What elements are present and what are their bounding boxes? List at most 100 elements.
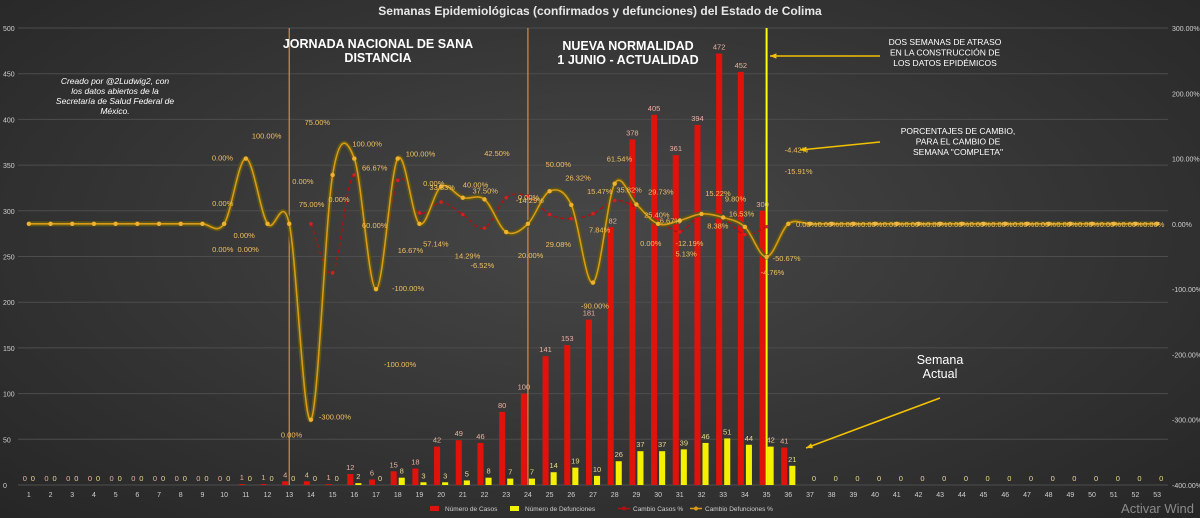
point-cambio-defunciones	[525, 221, 531, 227]
legend-swatch	[510, 506, 519, 511]
x-tick-label: 13	[285, 492, 293, 499]
arrow-semana-actual	[805, 397, 941, 449]
x-tick-label: 41	[893, 492, 901, 499]
point-cambio-casos	[461, 212, 465, 217]
point-cambio-defunciones	[1046, 221, 1051, 227]
point-cambio-casos	[417, 211, 422, 215]
pct-label: 20.00%	[518, 251, 544, 260]
label-defunciones: 42	[766, 436, 774, 445]
x-tick-label: 9	[200, 492, 204, 499]
point-cambio-defunciones	[894, 221, 899, 227]
label-defunciones: 0	[226, 474, 230, 483]
label-defunciones: 0	[31, 474, 35, 483]
point-cambio-casos	[439, 200, 443, 204]
pct-label: 0.00%	[991, 220, 1013, 229]
point-cambio-defunciones	[1133, 221, 1138, 227]
label-casos: 472	[713, 43, 726, 52]
point-cambio-defunciones	[48, 221, 53, 227]
point-cambio-casos	[504, 195, 509, 200]
bar-casos	[347, 474, 354, 485]
pct-label: 16.53%	[729, 210, 755, 219]
pct-label: -300.00%	[319, 413, 351, 422]
x-tick-label: 19	[416, 492, 424, 499]
arrow-atraso-head	[770, 53, 777, 59]
label-defunciones: 3	[443, 471, 447, 480]
point-cambio-defunciones	[373, 286, 379, 292]
label-casos: 46	[476, 432, 484, 441]
label-defunciones: 44	[745, 434, 753, 443]
bar-defunciones	[724, 438, 731, 485]
pct-label: 42.50%	[484, 149, 510, 158]
label-defunciones: 0	[986, 474, 990, 483]
bar-defunciones	[463, 480, 470, 485]
label-casos: 1	[326, 473, 330, 482]
pct-label: 7.84%	[589, 226, 611, 235]
pct-label: 0.00%	[1013, 220, 1035, 229]
pct-label: -4.76%	[761, 268, 785, 277]
point-cambio-defunciones	[764, 254, 769, 260]
pct-label: 40.00%	[463, 181, 489, 190]
bar-casos	[759, 210, 766, 486]
pct-label: 25.40%	[644, 210, 670, 219]
label-defunciones: 0	[74, 474, 78, 483]
bar-casos	[694, 124, 701, 485]
point-cambio-defunciones	[1154, 221, 1160, 227]
bar-casos	[737, 71, 744, 485]
point-cambio-defunciones	[634, 202, 639, 207]
pct-label: 0.00%	[640, 239, 662, 248]
point-cambio-defunciones	[1089, 221, 1095, 227]
y-tick-label: 500	[3, 26, 15, 33]
point-cambio-defunciones	[655, 221, 661, 227]
pct-label: 0.00%	[1035, 220, 1057, 229]
pct-label: 9.80%	[725, 194, 747, 203]
y-tick-label: 400	[3, 117, 15, 124]
bar-casos	[651, 114, 658, 485]
pct-label: 33.33%	[429, 183, 455, 192]
point-cambio-defunciones	[1111, 221, 1116, 227]
point-cambio-defunciones	[265, 221, 270, 227]
label-defunciones: 0	[899, 474, 903, 483]
y-tick-label: 100	[3, 392, 15, 399]
x-tick-label: 48	[1045, 492, 1053, 499]
label-casos: 0	[153, 474, 157, 483]
bar-casos	[585, 319, 592, 485]
bar-casos	[282, 481, 289, 485]
bar-casos	[672, 155, 679, 485]
annotation-porcentajes: PORCENTAJES DE CAMBIO, PARA EL CAMBIO DE S…	[901, 126, 1016, 157]
pct-label: 0.00%	[839, 220, 861, 229]
label-casos: 0	[88, 474, 92, 483]
point-cambio-defunciones	[959, 221, 965, 227]
pct-label: 8.38%	[707, 221, 729, 230]
label-casos: 181	[583, 309, 596, 318]
point-cambio-defunciones	[156, 221, 162, 227]
x-tick-label: 23	[502, 492, 510, 499]
label-casos: 80	[498, 401, 506, 410]
bar-defunciones	[702, 442, 709, 485]
x-tick-label: 50	[1088, 492, 1096, 499]
y-tick-label: 300	[3, 209, 15, 216]
bar-defunciones	[594, 475, 601, 485]
label-casos: 361	[669, 144, 682, 153]
point-cambio-casos	[677, 230, 682, 234]
pct-label: 50.00%	[546, 160, 572, 169]
label-defunciones: 5	[465, 469, 469, 478]
y-tick-label: 0	[3, 483, 7, 490]
annotation-nueva-normalidad: NUEVA NORMALIDAD 1 JUNIO - ACTUALIDAD	[557, 39, 698, 67]
pct-label: 0.00%	[796, 220, 818, 229]
label-casos: 153	[561, 334, 574, 343]
label-casos: 282	[604, 216, 617, 225]
annotation-semana-actual: Semana Actual	[917, 353, 964, 381]
pct-label: 15.22%	[705, 189, 731, 198]
bar-casos	[303, 481, 310, 485]
legend-label: Cambio Casos %	[633, 506, 683, 513]
pct-label: 66.67%	[362, 163, 388, 172]
x-tick-label: 51	[1110, 492, 1118, 499]
pct-label: 0.00%	[212, 199, 234, 208]
pct-label: -90.00%	[581, 302, 609, 311]
label-defunciones: 0	[269, 474, 273, 483]
x-tick-label: 29	[632, 492, 640, 499]
label-defunciones: 8	[486, 467, 490, 476]
label-defunciones: 0	[855, 474, 859, 483]
y-tick-label: 450	[3, 72, 15, 79]
pct-label: 75.00%	[305, 118, 331, 127]
